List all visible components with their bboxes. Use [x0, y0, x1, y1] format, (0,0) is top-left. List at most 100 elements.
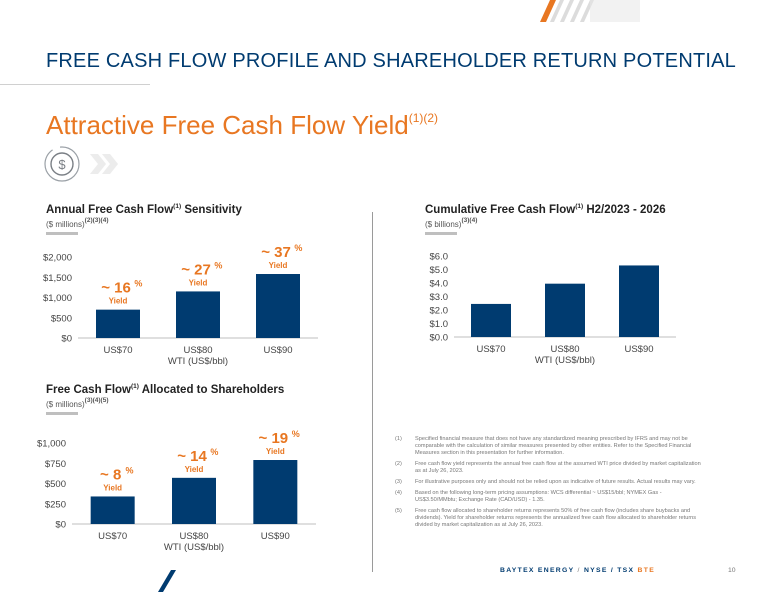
x-tick-label: US$90	[624, 344, 653, 355]
yield-annotation-percent: %	[125, 465, 133, 475]
chart-title: Cumulative Free Cash Flow(1) H2/2023 - 2…	[425, 203, 666, 216]
yield-annotation-value: ~ 27	[181, 261, 211, 278]
x-axis-label: WTI (US$/bbl)	[168, 356, 228, 367]
vertical-divider	[372, 212, 373, 572]
yield-annotation-label: Yield	[103, 483, 122, 492]
y-tick-label: $500	[51, 313, 72, 324]
yield-annotation-value: ~ 16	[101, 280, 131, 297]
page-number: 10	[728, 567, 736, 574]
svg-text:$: $	[58, 157, 66, 172]
yield-annotation-percent: %	[294, 243, 302, 253]
footnote-number: (3)	[395, 479, 402, 486]
footnote-text: For illustrative purposes only and shoul…	[415, 479, 696, 486]
x-tick-label: US$70	[98, 531, 127, 542]
footnote-number: (2)	[395, 461, 402, 468]
chart-title-sup: (1)	[575, 203, 584, 210]
chart-title-sup: (1)	[173, 203, 182, 210]
yield-annotation-label: Yield	[109, 297, 128, 306]
chart-title-suffix: H2/2023 - 2026	[583, 204, 666, 216]
x-tick-label: US$90	[261, 531, 290, 542]
bar	[176, 291, 220, 338]
footer-separator: /	[577, 567, 581, 574]
yield-annotation-percent: %	[210, 447, 218, 457]
x-axis-label: WTI (US$/bbl)	[535, 355, 595, 366]
subtitle-footnote-ref: (1)(2)	[408, 111, 439, 125]
chart-units: ($ millions)(3)(4)(5)	[46, 397, 284, 409]
chart-units-sup: (3)(4)(5)	[84, 397, 109, 404]
x-tick-label: US$70	[103, 345, 132, 356]
bar	[90, 496, 135, 524]
y-tick-label: $0	[55, 520, 66, 531]
chart-title: Annual Free Cash Flow(1) Sensitivity	[46, 203, 242, 216]
y-tick-label: $4.0	[430, 279, 449, 290]
yield-annotation-value: ~ 37	[261, 244, 291, 261]
chart-cumulative-fcf-header: Cumulative Free Cash Flow(1) H2/2023 - 2…	[425, 203, 666, 235]
footnote: (1) Specified financial measure that does…	[395, 436, 705, 458]
yield-annotation-label: Yield	[189, 278, 208, 287]
footer-ticker: BTE	[637, 567, 656, 574]
footnote-text: Free cash flow yield represents the annu…	[415, 461, 701, 475]
yield-annotation-label: Yield	[185, 465, 204, 474]
x-tick-label: US$70	[476, 344, 505, 355]
chart-units: ($ billions)(3)(4)	[425, 217, 666, 229]
y-tick-label: $6.0	[430, 252, 449, 263]
chart-title-sup: (1)	[131, 383, 139, 390]
y-tick-label: $750	[45, 459, 66, 470]
x-tick-label: US$80	[550, 344, 579, 355]
x-tick-label: US$80	[183, 345, 212, 356]
header-divider	[0, 84, 150, 85]
title-accent-bar	[425, 232, 457, 235]
bar	[172, 477, 216, 524]
chart-units: ($ millions)(2)(3)(4)	[46, 217, 242, 229]
footnote: (3) For illustrative purposes only and sh…	[395, 479, 705, 486]
y-tick-label: $500	[45, 479, 66, 490]
footer-company: BAYTEX ENERGY	[500, 567, 575, 574]
dollar-coin-chevrons-icon: $	[44, 146, 118, 182]
footnote-text: Free cash flow allocated to shareholder …	[415, 507, 697, 529]
subtitle-text: Attractive Free Cash Flow Yield	[46, 110, 409, 140]
chart-title-suffix: Allocated to Shareholders	[138, 384, 285, 396]
x-axis-label: WTI (US$/bbl)	[164, 542, 224, 553]
y-tick-label: $1,000	[43, 293, 72, 304]
decorative-slash	[158, 570, 176, 592]
y-tick-label: $2.0	[430, 306, 449, 317]
footer-exchange: NYSE / TSX	[583, 567, 635, 574]
footnote-text: Based on the following long-term pricing…	[415, 489, 662, 503]
y-tick-label: $1,000	[37, 439, 66, 450]
bar	[96, 309, 140, 338]
footnote-number: (5)	[395, 507, 402, 514]
footnote: (2) Free cash flow yield represents the a…	[395, 461, 705, 475]
chart-units-text: ($ millions)	[46, 220, 85, 229]
chart-shareholder-fcf-header: Free Cash Flow(1) Allocated to Sharehold…	[46, 383, 284, 415]
y-tick-label: $0	[61, 334, 72, 345]
chart-units-text: ($ billions)	[425, 220, 462, 229]
chart-units-text: ($ millions)	[46, 400, 85, 409]
yield-annotation-value: ~ 8	[100, 466, 121, 483]
page-title: FREE CASH FLOW PROFILE AND SHAREHOLDER R…	[46, 50, 736, 72]
chart-annual-fcf-header: Annual Free Cash Flow(1) Sensitivity ($ …	[46, 203, 242, 235]
bar	[253, 460, 298, 524]
bar	[256, 274, 300, 338]
y-tick-label: $5.0	[430, 265, 449, 276]
y-tick-label: $3.0	[430, 292, 449, 303]
x-tick-label: US$80	[179, 531, 208, 542]
decorative-stripes	[540, 0, 640, 22]
y-tick-label: $0.0	[430, 333, 449, 344]
footnote-number: (4)	[395, 489, 402, 496]
bar	[471, 303, 511, 337]
y-tick-label: $2,000	[43, 253, 72, 264]
yield-annotation-label: Yield	[266, 447, 285, 456]
title-accent-bar	[46, 232, 78, 235]
footer-brand: BAYTEX ENERGY / NYSE / TSX BTE	[500, 567, 655, 574]
x-tick-label: US$90	[263, 345, 292, 356]
footnotes: (1) Specified financial measure that does…	[395, 436, 705, 533]
yield-annotation-value: ~ 19	[259, 430, 289, 447]
y-tick-label: $1,500	[43, 273, 72, 284]
bar	[619, 265, 659, 337]
chart-title-text: Cumulative Free Cash Flow	[425, 204, 576, 216]
y-tick-label: $1.0	[430, 319, 449, 330]
yield-annotation-percent: %	[134, 279, 142, 289]
yield-annotation-percent: %	[214, 260, 222, 270]
